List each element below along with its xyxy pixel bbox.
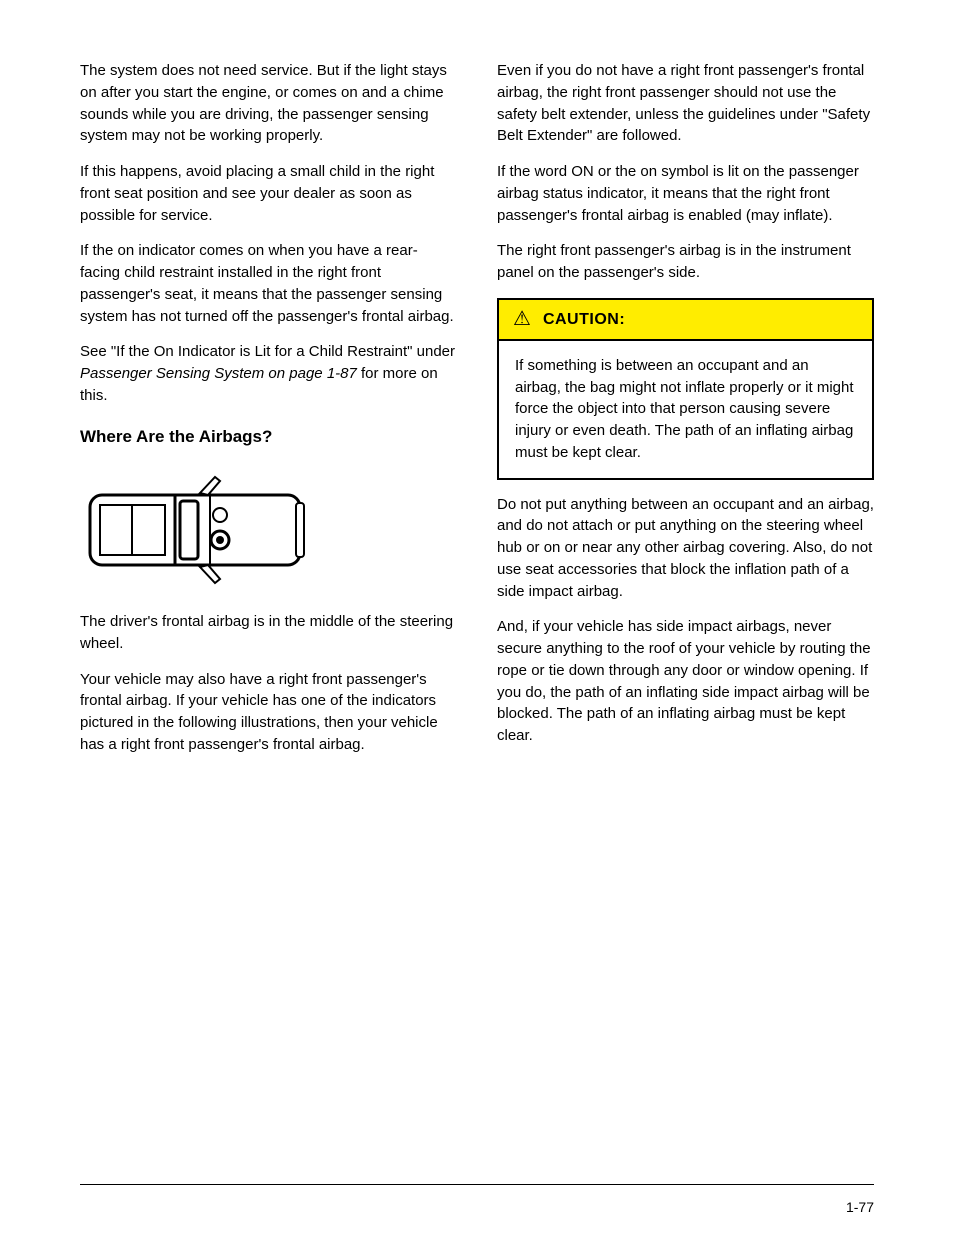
vehicle-diagram-icon [80,465,320,595]
paragraph: The system does not need service. But if… [80,60,457,147]
cross-reference: Passenger Sensing System on page 1-87 [80,365,357,382]
paragraph: Your vehicle may also have a right front… [80,669,457,756]
right-column: Even if you do not have a right front pa… [497,60,874,770]
paragraph: If this happens, avoid placing a small c… [80,161,457,226]
caution-label: CAUTION: [543,308,625,331]
paragraph: If the on indicator comes on when you ha… [80,240,457,327]
text-run: See "If the On Indicator is Lit for a Ch… [80,343,455,360]
section-heading: Where Are the Airbags? [80,425,457,450]
footer-rule [80,1184,874,1185]
page-number: 1-77 [846,1199,874,1215]
warning-triangle-icon: ⚠ [513,309,531,329]
paragraph: The right front passenger's airbag is in… [497,240,874,284]
paragraph: Even if you do not have a right front pa… [497,60,874,147]
paragraph: See "If the On Indicator is Lit for a Ch… [80,341,457,406]
two-column-layout: The system does not need service. But if… [80,60,874,770]
page: The system does not need service. But if… [0,0,954,1235]
caution-box: ⚠ CAUTION: If something is between an oc… [497,298,874,480]
paragraph: The driver's frontal airbag is in the mi… [80,611,457,655]
vehicle-overhead-figure [80,465,457,595]
caution-header: ⚠ CAUTION: [499,300,872,341]
caution-body-text: If something is between an occupant and … [499,341,872,478]
paragraph: If the word ON or the on symbol is lit o… [497,161,874,226]
paragraph: And, if your vehicle has side impact air… [497,616,874,747]
left-column: The system does not need service. But if… [80,60,457,770]
paragraph: Do not put anything between an occupant … [497,494,874,603]
